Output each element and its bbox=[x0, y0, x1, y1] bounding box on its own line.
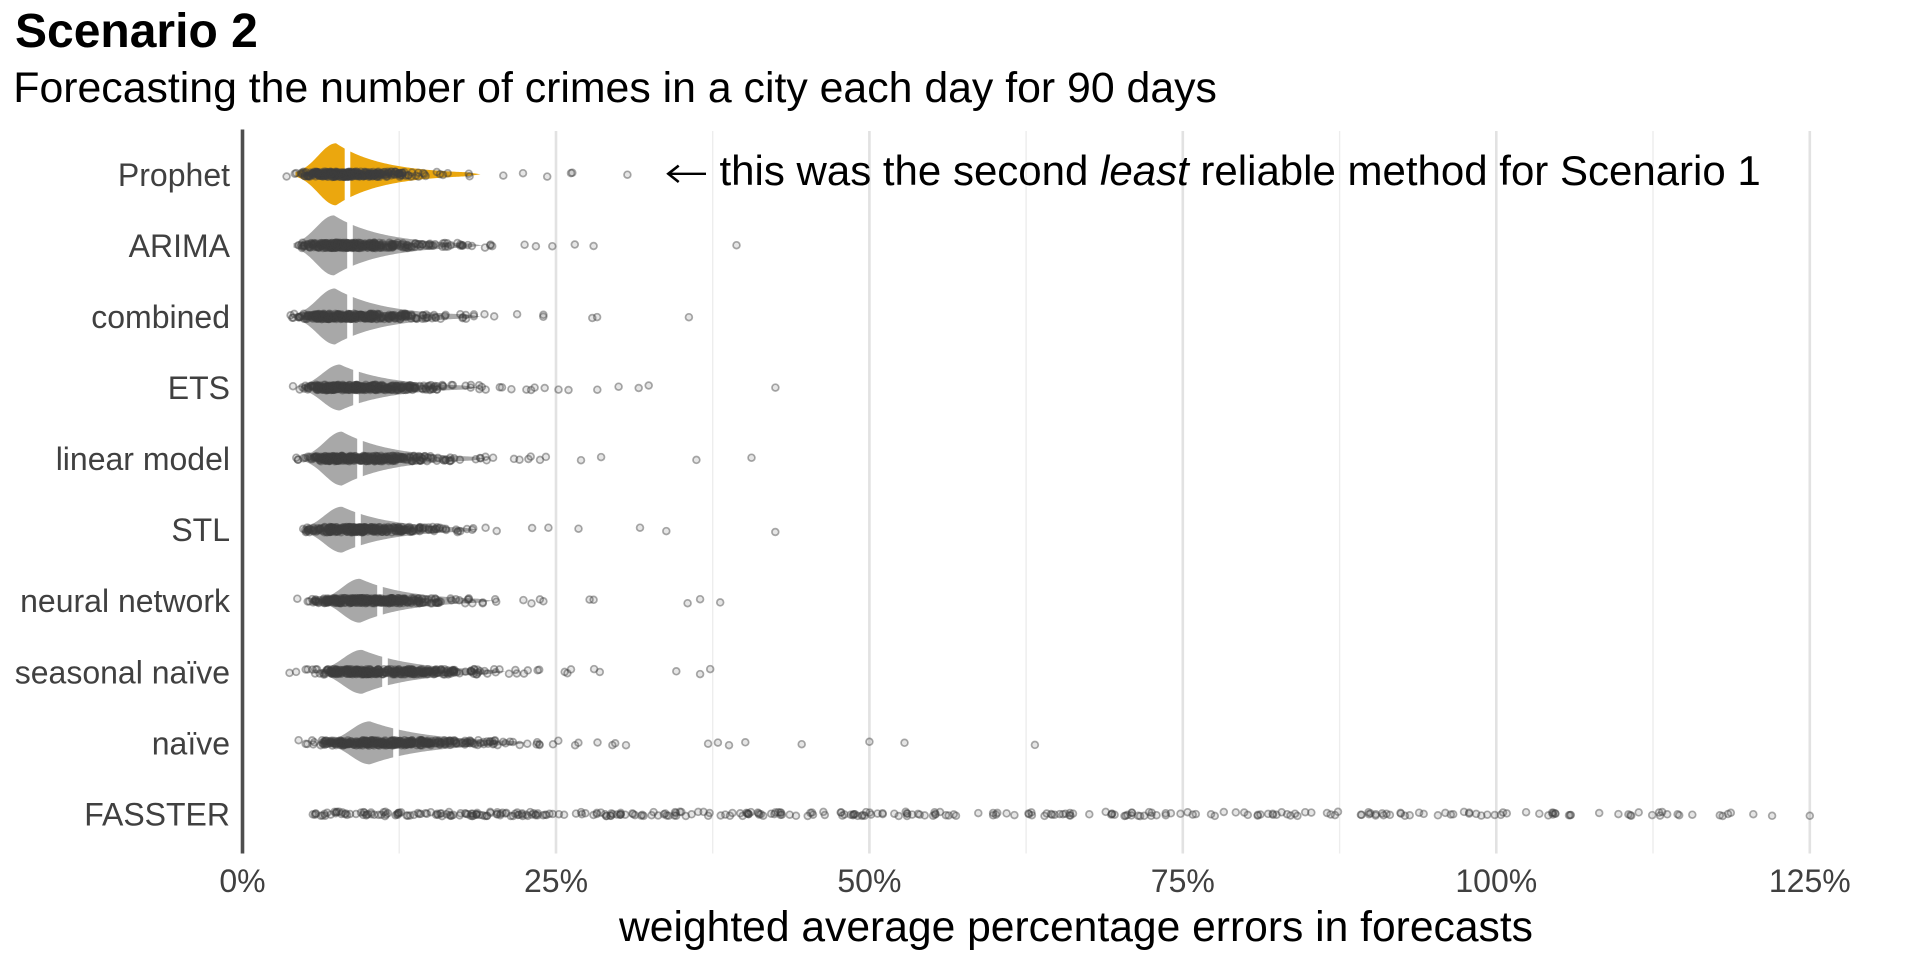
svg-text:25%: 25% bbox=[524, 863, 588, 899]
svg-text:Prophet: Prophet bbox=[118, 157, 230, 193]
svg-text:ETS: ETS bbox=[168, 370, 230, 406]
svg-text:this was the second least reli: this was the second least reliable metho… bbox=[720, 147, 1761, 194]
svg-text:ARIMA: ARIMA bbox=[129, 228, 231, 264]
svg-text:Forecasting the number of crim: Forecasting the number of crimes in a ci… bbox=[13, 64, 1217, 112]
svg-text:100%: 100% bbox=[1455, 863, 1537, 899]
svg-text:seasonal naïve: seasonal naïve bbox=[15, 654, 230, 690]
svg-text:125%: 125% bbox=[1769, 863, 1851, 899]
svg-text:FASSTER: FASSTER bbox=[84, 796, 230, 832]
svg-text:STL: STL bbox=[171, 512, 230, 548]
svg-text:75%: 75% bbox=[1151, 863, 1215, 899]
svg-text:0%: 0% bbox=[219, 863, 265, 899]
svg-text:neural network: neural network bbox=[20, 583, 231, 619]
svg-text:combined: combined bbox=[91, 299, 230, 335]
svg-text:Scenario 2: Scenario 2 bbox=[15, 5, 258, 58]
svg-text:linear model: linear model bbox=[56, 441, 230, 477]
svg-text:naïve: naïve bbox=[152, 725, 230, 761]
svg-text:50%: 50% bbox=[837, 863, 901, 899]
svg-text:weighted average percentage er: weighted average percentage errors in fo… bbox=[618, 903, 1533, 951]
